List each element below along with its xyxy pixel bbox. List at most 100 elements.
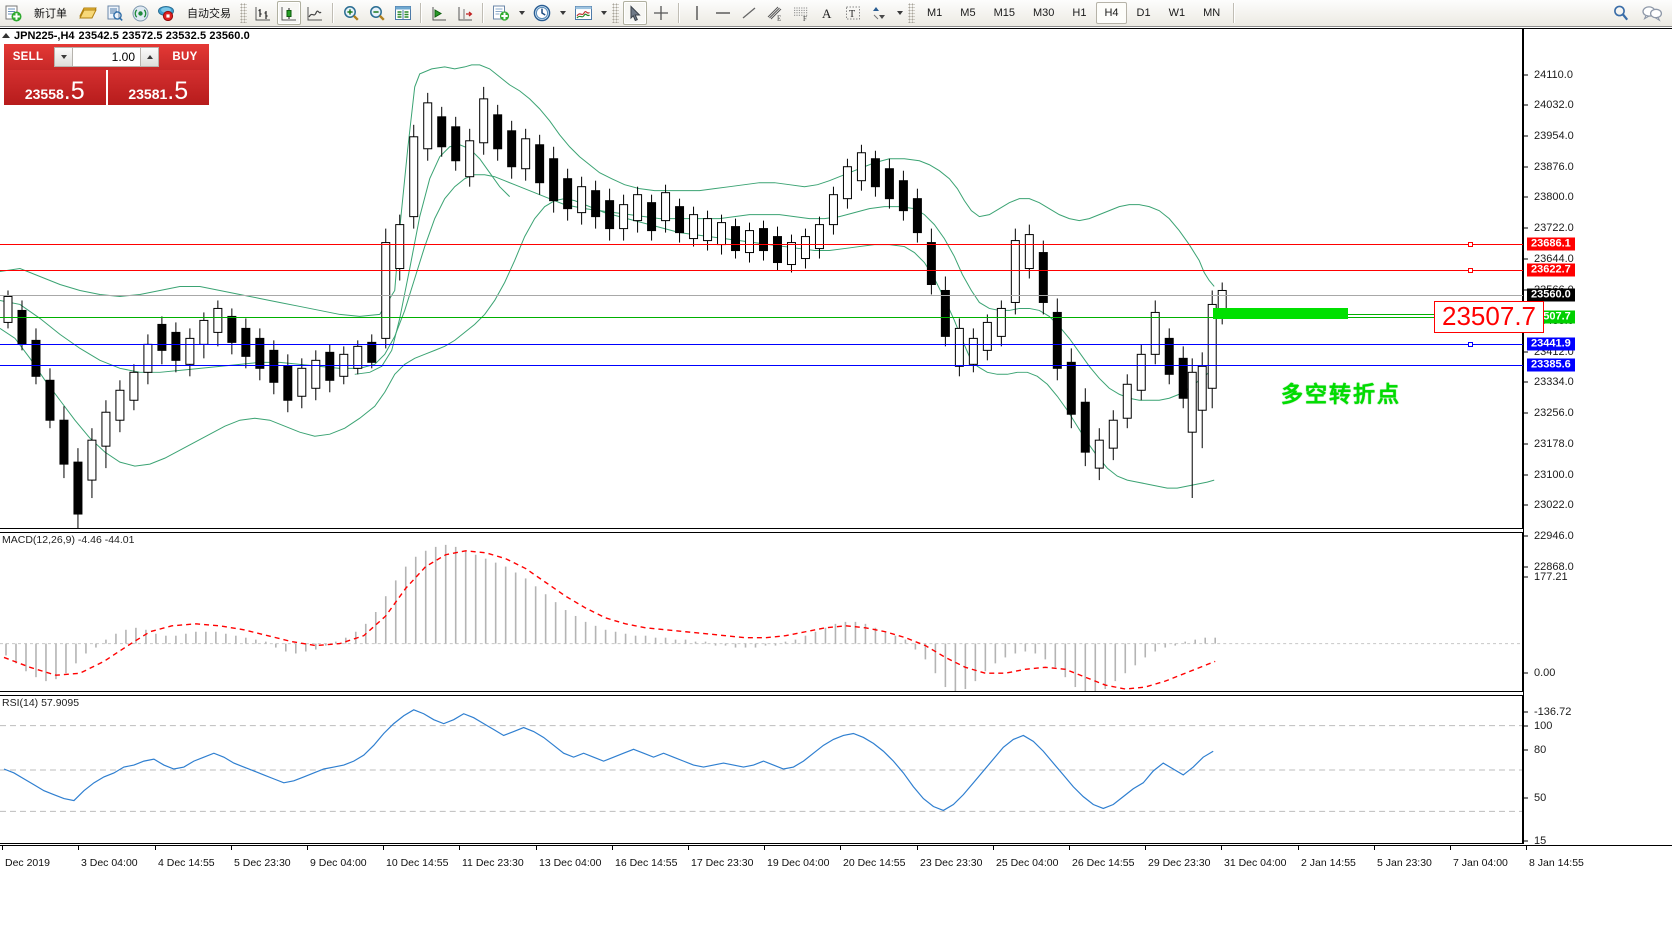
buy-button[interactable]: BUY: [161, 44, 209, 70]
chart-shift-button[interactable]: [453, 1, 477, 25]
zoom-out-button[interactable]: [365, 1, 389, 25]
price-tag-23441.9[interactable]: 23441.9: [1527, 337, 1575, 351]
autotrade-label-button[interactable]: 自动交易: [180, 1, 238, 25]
add-indicator-button[interactable]: [489, 1, 513, 25]
timeframe-button-h1[interactable]: H1: [1072, 7, 1087, 19]
shift-start-icon: [432, 6, 446, 20]
buy-price-box[interactable]: 23581 .5: [107, 70, 209, 105]
sell-price-decimal: .5: [63, 77, 85, 105]
annotation-zone-rect[interactable]: [1213, 308, 1348, 319]
level-line-23686.1[interactable]: [0, 244, 1523, 245]
main-price-pane[interactable]: [0, 29, 1523, 529]
level-line-23385.6[interactable]: [0, 365, 1523, 366]
level-line-23560.0[interactable]: [0, 295, 1523, 296]
templates-dropdown[interactable]: [597, 1, 610, 25]
level-handle-23441.9[interactable]: [1468, 342, 1473, 347]
price-tick-mark: [1524, 840, 1528, 842]
trade-panel-top-row: SELL 1.00 BUY: [4, 44, 209, 70]
level-handle-23686.1[interactable]: [1468, 242, 1473, 247]
text-label-icon: T: [846, 6, 860, 20]
horizontal-line-button[interactable]: [711, 1, 735, 25]
add-indicator-dropdown[interactable]: [515, 1, 528, 25]
period-button[interactable]: [530, 1, 554, 25]
symbol-header: JPN225-,H4 23542.5 23572.5 23532.5 23560…: [0, 29, 250, 42]
candlestick-chart-button[interactable]: [277, 1, 301, 25]
data-window-button[interactable]: [391, 1, 415, 25]
timeframe-button-h4[interactable]: H4: [1096, 2, 1127, 24]
price-tick-label: 23022.0: [1534, 499, 1574, 511]
timeframe-button-m30[interactable]: M30: [1032, 7, 1055, 19]
sell-button[interactable]: SELL: [4, 44, 52, 70]
timeframe-button-m15[interactable]: M15: [993, 7, 1015, 19]
toolbar-grip-3[interactable]: [908, 3, 915, 23]
folders-button[interactable]: [76, 1, 100, 25]
level-line-23507.7[interactable]: [0, 317, 1523, 318]
crosshair-icon: [654, 6, 668, 20]
price-tag-23686.1[interactable]: 23686.1: [1527, 237, 1575, 251]
broadcast-button[interactable]: [128, 1, 152, 25]
time-tick-label: 13 Dec 04:00: [539, 857, 602, 869]
time-scale[interactable]: Dec 2019 3 Dec 04:00 4 Dec 14:55 5 Dec 23:3…: [0, 845, 1672, 878]
timeframe-button-w1[interactable]: W1: [1168, 7, 1186, 19]
toolbar-grip-2[interactable]: [612, 3, 619, 23]
fibonacci-button[interactable]: F: [789, 1, 813, 25]
annotation-price-label[interactable]: 23507.7: [1434, 301, 1544, 333]
toolbar-grip-1[interactable]: [240, 3, 247, 23]
line-chart-icon: [307, 6, 322, 20]
price-tag-23385.6[interactable]: 23385.6: [1527, 358, 1575, 372]
volume-dropdown-button[interactable]: [54, 47, 73, 67]
shift-start-button[interactable]: [427, 1, 451, 25]
print-preview-button[interactable]: [102, 1, 126, 25]
line-chart-button[interactable]: [303, 1, 327, 25]
arrows-button[interactable]: [867, 1, 891, 25]
level-line-23441.9[interactable]: [0, 344, 1523, 345]
text-label-button[interactable]: T: [841, 1, 865, 25]
price-tag-23560.0[interactable]: 23560.0: [1527, 288, 1575, 302]
volume-increment-button[interactable]: [140, 47, 159, 67]
trendline-button[interactable]: [737, 1, 761, 25]
period-dropdown[interactable]: [556, 1, 569, 25]
horizontal-line-icon: [716, 12, 730, 14]
rsi-pane[interactable]: RSI(14) 57.9095: [0, 695, 1523, 844]
volume-input[interactable]: 1.00: [73, 47, 140, 67]
arrows-dropdown[interactable]: [893, 1, 906, 25]
new-order-label-button[interactable]: 新订单: [27, 1, 74, 25]
folders-icon: [79, 7, 97, 19]
time-tick-mark: [78, 846, 79, 850]
timeframe-button-m1[interactable]: M1: [927, 7, 943, 19]
time-tick-mark: [1526, 846, 1527, 850]
level-handle-23622.7[interactable]: [1468, 268, 1473, 273]
annotation-chinese-note[interactable]: 多空转折点: [1281, 383, 1402, 408]
price-tag-23622.7[interactable]: 23622.7: [1527, 263, 1575, 277]
text-button[interactable]: A: [815, 1, 839, 25]
sell-price-box[interactable]: 23558 .5: [4, 70, 106, 105]
crosshair-button[interactable]: [649, 1, 673, 25]
time-tick-label: 31 Dec 04:00: [1224, 857, 1287, 869]
search-icon: [1614, 5, 1629, 21]
time-tick-label: 4 Dec 14:55: [158, 857, 215, 869]
time-tick-mark: [764, 846, 765, 850]
zoom-in-button[interactable]: [339, 1, 363, 25]
vertical-line-button[interactable]: [685, 1, 709, 25]
price-tick-mark: [1524, 566, 1528, 568]
search-button[interactable]: [1609, 1, 1633, 25]
timeframe-button-mn[interactable]: MN: [1203, 7, 1221, 19]
bar-chart-button[interactable]: [251, 1, 275, 25]
time-tick-label: 23 Dec 23:30: [920, 857, 983, 869]
new-order-button[interactable]: [1, 1, 25, 25]
equidistant-channel-button[interactable]: E: [763, 1, 787, 25]
toolbar-group-trade: 新订单: [0, 0, 75, 26]
time-tick-label: 3 Dec 04:00: [81, 857, 138, 869]
autotrade-button[interactable]: [154, 1, 178, 25]
cursor-button[interactable]: [623, 1, 647, 25]
price-tick-mark: [1524, 351, 1528, 353]
macd-pane[interactable]: MACD(12,26,9) -4.46 -44.01: [0, 532, 1523, 692]
price-tick-label: 23100.0: [1534, 469, 1574, 481]
timeframe-button-d1[interactable]: D1: [1136, 7, 1151, 19]
level-line-23622.7[interactable]: [0, 270, 1523, 271]
timeframe-button-m5[interactable]: M5: [960, 7, 976, 19]
new-order-label: 新订单: [34, 8, 67, 20]
price-scale[interactable]: 24110.0 24032.0 23954.0 23876.0 23800.0 23722…: [1523, 29, 1672, 862]
templates-button[interactable]: [571, 1, 595, 25]
chat-button[interactable]: [1640, 1, 1664, 25]
